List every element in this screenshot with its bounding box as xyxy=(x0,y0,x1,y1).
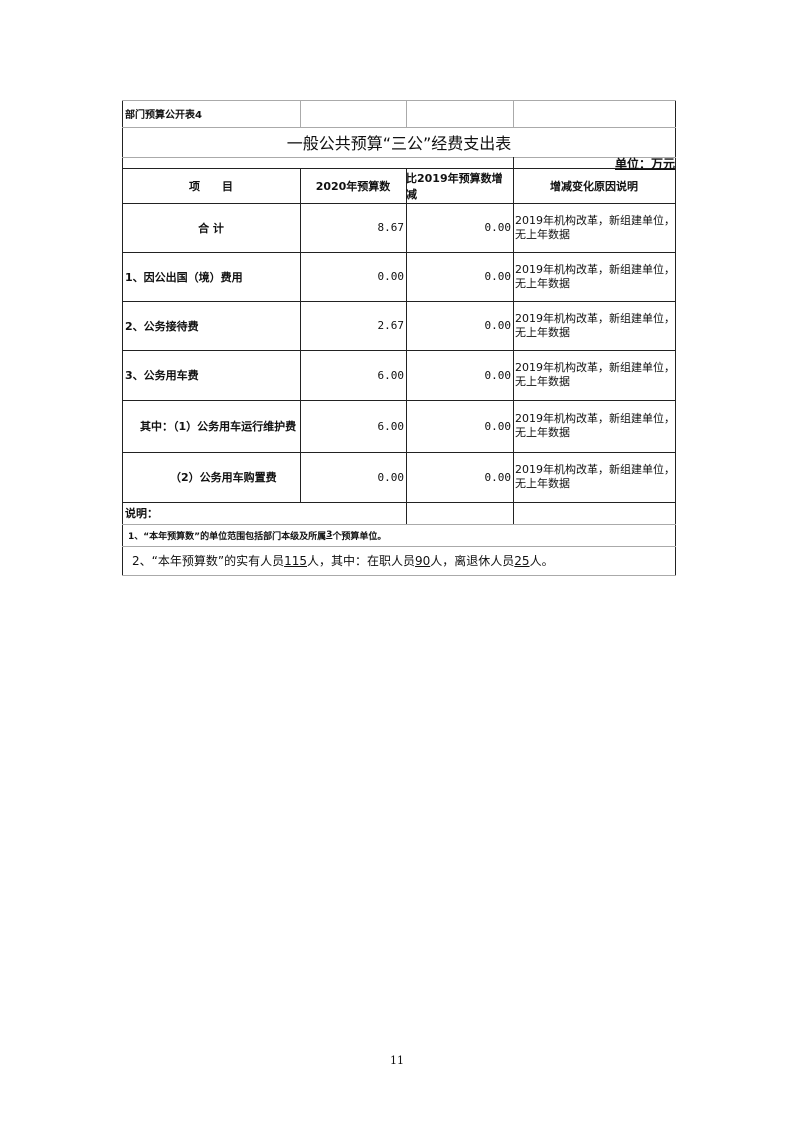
change-value: 0.00 xyxy=(484,319,512,332)
divider xyxy=(122,524,676,525)
item-label: 2、公务接待费 xyxy=(125,319,199,333)
table-border-right xyxy=(675,100,676,575)
divider xyxy=(122,127,676,128)
change-value: 0.00 xyxy=(484,368,512,382)
note-text: 个预算单位。 xyxy=(332,531,387,542)
item-label: （2）公务用车购置费 xyxy=(170,471,277,484)
reason-text: 2019年机构改革，新组建单位，无上年数据 xyxy=(515,311,675,339)
reason-text: 2019年机构改革，新组建单位，无上年数据 xyxy=(515,412,675,439)
reason-text: 2019年机构改革，新组建单位，无上年数据 xyxy=(515,213,675,241)
table-border-left xyxy=(122,100,123,575)
item-label: 其中：（1）公务用车运行维护费 xyxy=(140,420,297,433)
divider xyxy=(122,452,676,453)
change-value: 0.00 xyxy=(484,470,512,484)
reason-text: 2019年机构改革，新组建单位，无上年数据 xyxy=(515,361,675,388)
note-text: 1、“本年预算数”的单位范围包括部门本级及所属 xyxy=(128,531,327,542)
page-number: 11 xyxy=(390,1054,404,1067)
divider xyxy=(122,252,676,253)
note-text: 2、“本年预算数”的实有人员 xyxy=(132,554,285,568)
divider xyxy=(122,350,676,351)
divider xyxy=(406,168,407,524)
divider xyxy=(122,301,676,302)
budget-value: 6.00 xyxy=(377,368,405,382)
note-2: 2、“本年预算数”的实有人员 115 人，其中：在职人员 90 人，离退休人员 25 人。 xyxy=(132,546,554,575)
note-text: 人，其中：在职人员 xyxy=(306,554,415,568)
reason-text: 2019年机构改革，新组建单位，无上年数据 xyxy=(515,463,675,490)
divider xyxy=(513,100,514,127)
divider xyxy=(122,168,676,169)
unit-count: 3 xyxy=(326,530,333,540)
note-1: 1、“本年预算数”的单位范围包括部门本级及所属 3 个预算单位。 xyxy=(128,524,386,546)
column-header: 比2019年预算数增减 xyxy=(406,171,503,201)
notes-heading: 说明： xyxy=(125,507,158,520)
budget-value: 6.00 xyxy=(377,419,405,433)
divider xyxy=(122,203,676,204)
item-label: 3、公务用车费 xyxy=(125,369,199,382)
staff-total: 115 xyxy=(284,553,307,568)
divider xyxy=(122,546,676,547)
note-text: 人。 xyxy=(529,554,554,568)
divider xyxy=(300,168,301,502)
divider xyxy=(300,100,301,127)
budget-value: 0.00 xyxy=(377,470,405,484)
page-title: 一般公共预算“三公”经费支出表 xyxy=(286,134,512,153)
note-text: 人，离退休人员 xyxy=(430,554,515,568)
column-header: 增减变化原因说明 xyxy=(550,179,638,193)
change-value: 0.00 xyxy=(484,419,512,433)
budget-value: 2.67 xyxy=(377,319,405,332)
staff-retired: 25 xyxy=(514,553,530,568)
change-value: 0.00 xyxy=(484,221,512,234)
reason-text: 2019年机构改革，新组建单位，无上年数据 xyxy=(515,262,675,290)
budget-value: 0.00 xyxy=(377,270,405,283)
table-code: 部门预算公开表4 xyxy=(125,110,202,121)
column-header: 2020年预算数 xyxy=(315,179,391,193)
item-label: 合 计 xyxy=(198,221,224,235)
staff-active: 90 xyxy=(415,553,431,568)
item-label: 1、因公出国（境）费用 xyxy=(125,270,243,284)
divider xyxy=(122,100,676,101)
change-value: 0.00 xyxy=(484,270,512,283)
budget-value: 8.67 xyxy=(377,221,405,234)
divider xyxy=(122,575,676,576)
divider xyxy=(122,157,676,158)
divider xyxy=(513,157,514,524)
divider xyxy=(406,100,407,127)
divider xyxy=(122,502,676,503)
unit-label: 单位：万元 xyxy=(614,157,675,171)
column-header: 项 目 xyxy=(189,179,233,193)
divider xyxy=(122,400,676,401)
